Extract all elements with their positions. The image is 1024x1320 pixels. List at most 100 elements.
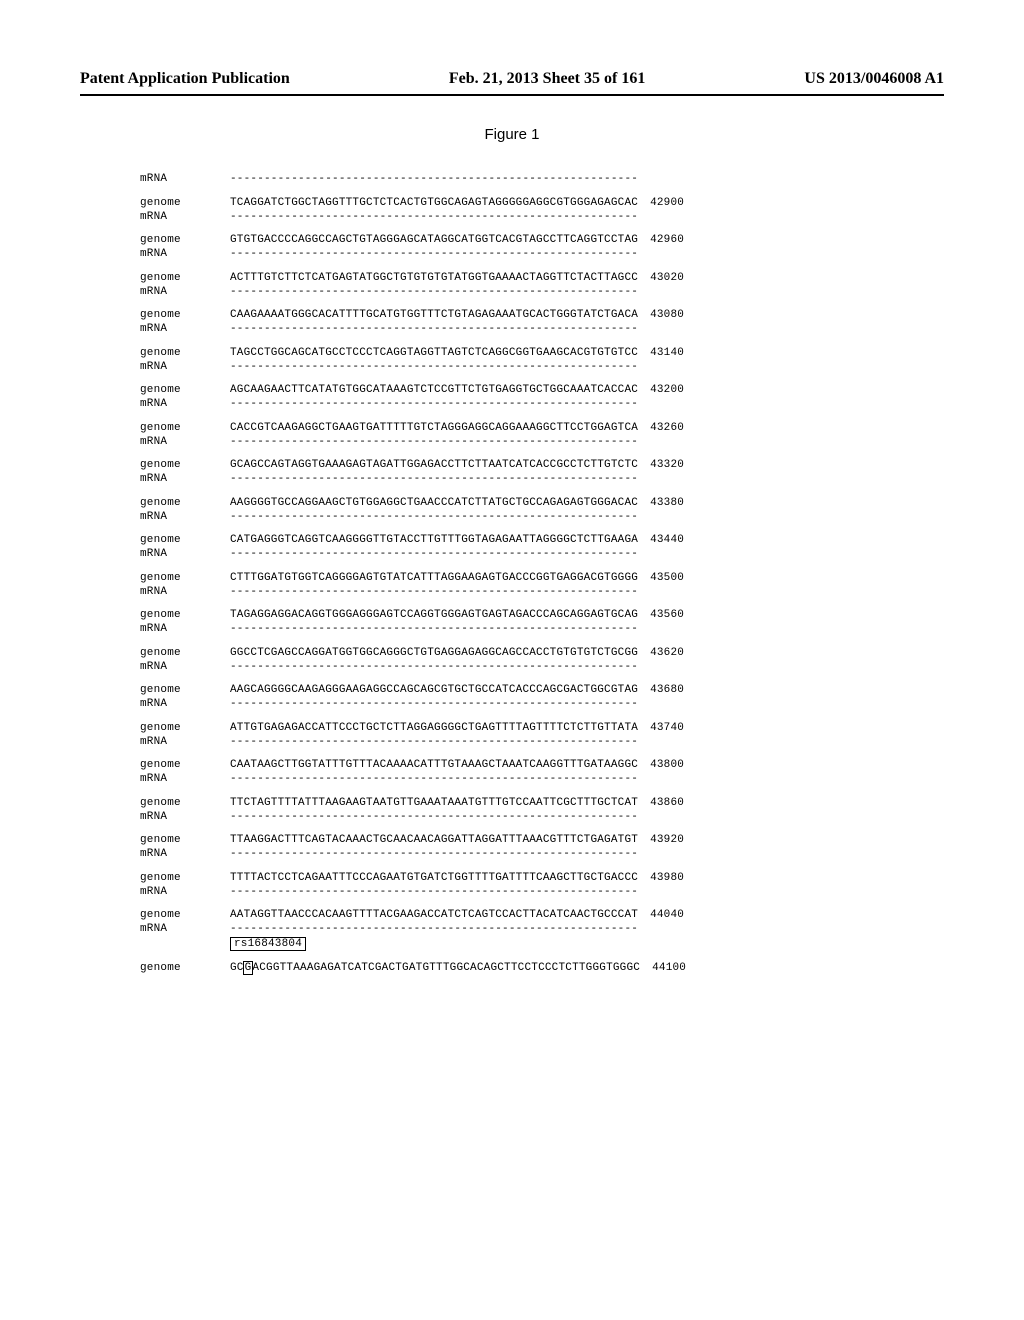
alignment-row: genomeGCAGCCAGTAGGTGAAAGAGTAGATTGGAGACCT… xyxy=(140,459,944,473)
seq-label: mRNA xyxy=(140,511,230,525)
alignment-row: mRNA------------------------------------… xyxy=(140,248,944,262)
alignment-row: genomeAAGCAGGGGCAAGAGGGAAGAGGCCAGCAGCGTG… xyxy=(140,684,944,698)
alignment-row: mRNA------------------------------------… xyxy=(140,923,944,937)
seq-label: mRNA xyxy=(140,586,230,600)
alignment-row: mRNA------------------------------------… xyxy=(140,211,944,225)
alignment-block: genomeTAGCCTGGCAGCATGCCTCCCTCAGGTAGGTTAG… xyxy=(140,347,944,375)
seq-label: mRNA xyxy=(140,623,230,637)
alignment-row: mRNA------------------------------------… xyxy=(140,811,944,825)
seq-label: mRNA xyxy=(140,698,230,712)
sequence-text: ----------------------------------------… xyxy=(230,848,638,862)
alignment-row: genomeGCGACGGTTAAAGAGATCATCGACTGATGTTTGG… xyxy=(140,962,944,976)
seq-label: genome xyxy=(140,759,230,773)
seq-label: genome xyxy=(140,347,230,361)
position-number: 44040 xyxy=(638,909,684,923)
sequence-text: TAGAGGAGGACAGGTGGGAGGGAGTCCAGGTGGGAGTGAG… xyxy=(230,609,638,623)
sequence-alignment: mRNA------------------------------------… xyxy=(140,173,944,975)
header-center: Feb. 21, 2013 Sheet 35 of 161 xyxy=(449,70,645,88)
seq-label: mRNA xyxy=(140,398,230,412)
alignment-row: mRNA------------------------------------… xyxy=(140,511,944,525)
seq-label: mRNA xyxy=(140,773,230,787)
position-number: 43800 xyxy=(638,759,684,773)
alignment-block: genomeTAGAGGAGGACAGGTGGGAGGGAGTCCAGGTGGG… xyxy=(140,609,944,637)
sequence-text: ----------------------------------------… xyxy=(230,323,638,337)
sequence-text: ATTGTGAGAGACCATTCCCTGCTCTTAGGAGGGGCTGAGT… xyxy=(230,722,638,736)
position-number: 43200 xyxy=(638,384,684,398)
sequence-text: CACCGTCAAGAGGCTGAAGTGATTTTTGTCTAGGGAGGCA… xyxy=(230,422,638,436)
seq-label: mRNA xyxy=(140,286,230,300)
position-number: 42900 xyxy=(638,197,684,211)
sequence-text: TTTTACTCCTCAGAATTTCCCAGAATGTGATCTGGTTTTG… xyxy=(230,872,638,886)
sequence-text: ----------------------------------------… xyxy=(230,511,638,525)
alignment-row: genomeATTGTGAGAGACCATTCCCTGCTCTTAGGAGGGG… xyxy=(140,722,944,736)
sequence-text: ----------------------------------------… xyxy=(230,473,638,487)
alignment-row: genomeCACCGTCAAGAGGCTGAAGTGATTTTTGTCTAGG… xyxy=(140,422,944,436)
seq-label xyxy=(140,937,230,952)
sequence-text: TCAGGATCTGGCTAGGTTTGCTCTCACTGTGGCAGAGTAG… xyxy=(230,197,638,211)
sequence-text: GGCCTCGAGCCAGGATGGTGGCAGGGCTGTGAGGAGAGGC… xyxy=(230,647,638,661)
sequence-text: CTTTGGATGTGGTCAGGGGAGTGTATCATTTAGGAAGAGT… xyxy=(230,572,638,586)
seq-label: mRNA xyxy=(140,736,230,750)
alignment-row: genomeTCAGGATCTGGCTAGGTTTGCTCTCACTGTGGCA… xyxy=(140,197,944,211)
sequence-text: TAGCCTGGCAGCATGCCTCCCTCAGGTAGGTTAGTCTCAG… xyxy=(230,347,638,361)
position-number: 43020 xyxy=(638,272,684,286)
position-number: 43440 xyxy=(638,534,684,548)
sequence-text: GCAGCCAGTAGGTGAAAGAGTAGATTGGAGACCTTCTTAA… xyxy=(230,459,638,473)
seq-label: genome xyxy=(140,572,230,586)
header-rule xyxy=(80,94,944,96)
seq-label: genome xyxy=(140,234,230,248)
sequence-text: ----------------------------------------… xyxy=(230,248,638,262)
seq-label: genome xyxy=(140,647,230,661)
sequence-text: ----------------------------------------… xyxy=(230,886,638,900)
alignment-row: genomeTTTTACTCCTCAGAATTTCCCAGAATGTGATCTG… xyxy=(140,872,944,886)
seq-label: genome xyxy=(140,609,230,623)
alignment-row: mRNA------------------------------------… xyxy=(140,661,944,675)
seq-label: mRNA xyxy=(140,436,230,450)
alignment-row: genomeCATGAGGGTCAGGTCAAGGGGTTGTACCTTGTTT… xyxy=(140,534,944,548)
seq-label: mRNA xyxy=(140,661,230,675)
sequence-text: ----------------------------------------… xyxy=(230,623,638,637)
alignment-row: mRNA------------------------------------… xyxy=(140,623,944,637)
alignment-row: mRNA------------------------------------… xyxy=(140,398,944,412)
sequence-text: ----------------------------------------… xyxy=(230,436,638,450)
sequence-text: ----------------------------------------… xyxy=(230,811,638,825)
sequence-text: CAATAAGCTTGGTATTTGTTTACAAAACATTTGTAAAGCT… xyxy=(230,759,638,773)
alignment-row: genomeCTTTGGATGTGGTCAGGGGAGTGTATCATTTAGG… xyxy=(140,572,944,586)
seq-label: genome xyxy=(140,722,230,736)
alignment-row: genomeCAATAAGCTTGGTATTTGTTTACAAAACATTTGT… xyxy=(140,759,944,773)
alignment-row: genomeGGCCTCGAGCCAGGATGGTGGCAGGGCTGTGAGG… xyxy=(140,647,944,661)
alignment-row: genomeTTAAGGACTTTCAGTACAAACTGCAACAACAGGA… xyxy=(140,834,944,848)
sequence-text: ----------------------------------------… xyxy=(230,586,638,600)
figure-title: Figure 1 xyxy=(80,126,944,143)
alignment-row: mRNA------------------------------------… xyxy=(140,548,944,562)
position-number: 43740 xyxy=(638,722,684,736)
seq-label: mRNA xyxy=(140,248,230,262)
seq-label: mRNA xyxy=(140,811,230,825)
sequence-text: ----------------------------------------… xyxy=(230,548,638,562)
sequence-text: TTAAGGACTTTCAGTACAAACTGCAACAACAGGATTAGGA… xyxy=(230,834,638,848)
alignment-row: genomeAGCAAGAACTTCATATGTGGCATAAAGTCTCCGT… xyxy=(140,384,944,398)
position-number: 43620 xyxy=(638,647,684,661)
sequence-text: ----------------------------------------… xyxy=(230,286,638,300)
alignment-row: mRNA------------------------------------… xyxy=(140,586,944,600)
sequence-text: AATAGGTTAACCCACAAGTTTTACGAAGACCATCTCAGTC… xyxy=(230,909,638,923)
alignment-row: mRNA------------------------------------… xyxy=(140,473,944,487)
position-number: 44100 xyxy=(640,962,686,976)
alignment-row: genomeTAGCCTGGCAGCATGCCTCCCTCAGGTAGGTTAG… xyxy=(140,347,944,361)
seq-label: genome xyxy=(140,684,230,698)
sequence-text: ----------------------------------------… xyxy=(230,211,638,225)
alignment-block: genomeAAGGGGTGCCAGGAAGCTGTGGAGGCTGAACCCA… xyxy=(140,497,944,525)
position-number: 43860 xyxy=(638,797,684,811)
alignment-row: genomeAATAGGTTAACCCACAAGTTTTACGAAGACCATC… xyxy=(140,909,944,923)
sequence-text: ----------------------------------------… xyxy=(230,923,638,937)
alignment-block: genomeATTGTGAGAGACCATTCCCTGCTCTTAGGAGGGG… xyxy=(140,722,944,750)
seq-label: genome xyxy=(140,384,230,398)
seq-label: mRNA xyxy=(140,473,230,487)
seq-label: mRNA xyxy=(140,848,230,862)
sequence-text: ----------------------------------------… xyxy=(230,773,638,787)
alignment-block: genomeCTTTGGATGTGGTCAGGGGAGTGTATCATTTAGG… xyxy=(140,572,944,600)
rs-id-box: rs16843804 xyxy=(230,937,306,951)
alignment-block: genomeACTTTGTCTTCTCATGAGTATGGCTGTGTGTGTA… xyxy=(140,272,944,300)
sequence-text: ----------------------------------------… xyxy=(230,698,638,712)
position-number: 43680 xyxy=(638,684,684,698)
